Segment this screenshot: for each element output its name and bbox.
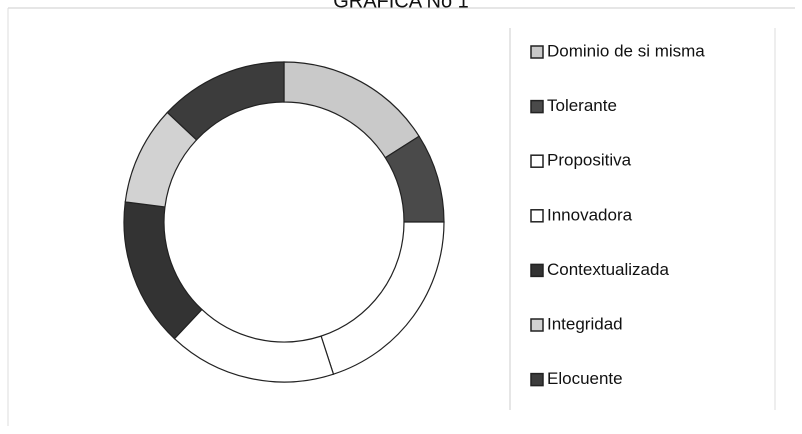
legend-label: Propositiva — [547, 151, 632, 170]
legend-swatch — [530, 209, 544, 223]
legend-label: Dominio de si misma — [547, 41, 705, 60]
legend-label: Tolerante — [547, 96, 617, 115]
legend-swatch — [530, 263, 544, 278]
legend-label: Contextualizada — [547, 260, 669, 279]
legend-label: Integridad — [547, 314, 623, 333]
legend-swatch — [530, 372, 544, 387]
donut-segment — [173, 308, 335, 383]
legend-label: Innovadora — [547, 205, 633, 224]
donut-segment — [320, 221, 445, 375]
legend-swatch — [530, 99, 544, 114]
legend-label: Elocuente — [547, 369, 623, 388]
donut-segment — [123, 201, 203, 340]
donut-segment — [166, 61, 285, 141]
legend-swatch — [530, 154, 544, 168]
donut-segment — [283, 61, 420, 159]
legend-swatch — [530, 318, 544, 332]
chart-title: GRAFICA No 1 — [333, 0, 469, 12]
legend-swatch — [530, 45, 544, 59]
